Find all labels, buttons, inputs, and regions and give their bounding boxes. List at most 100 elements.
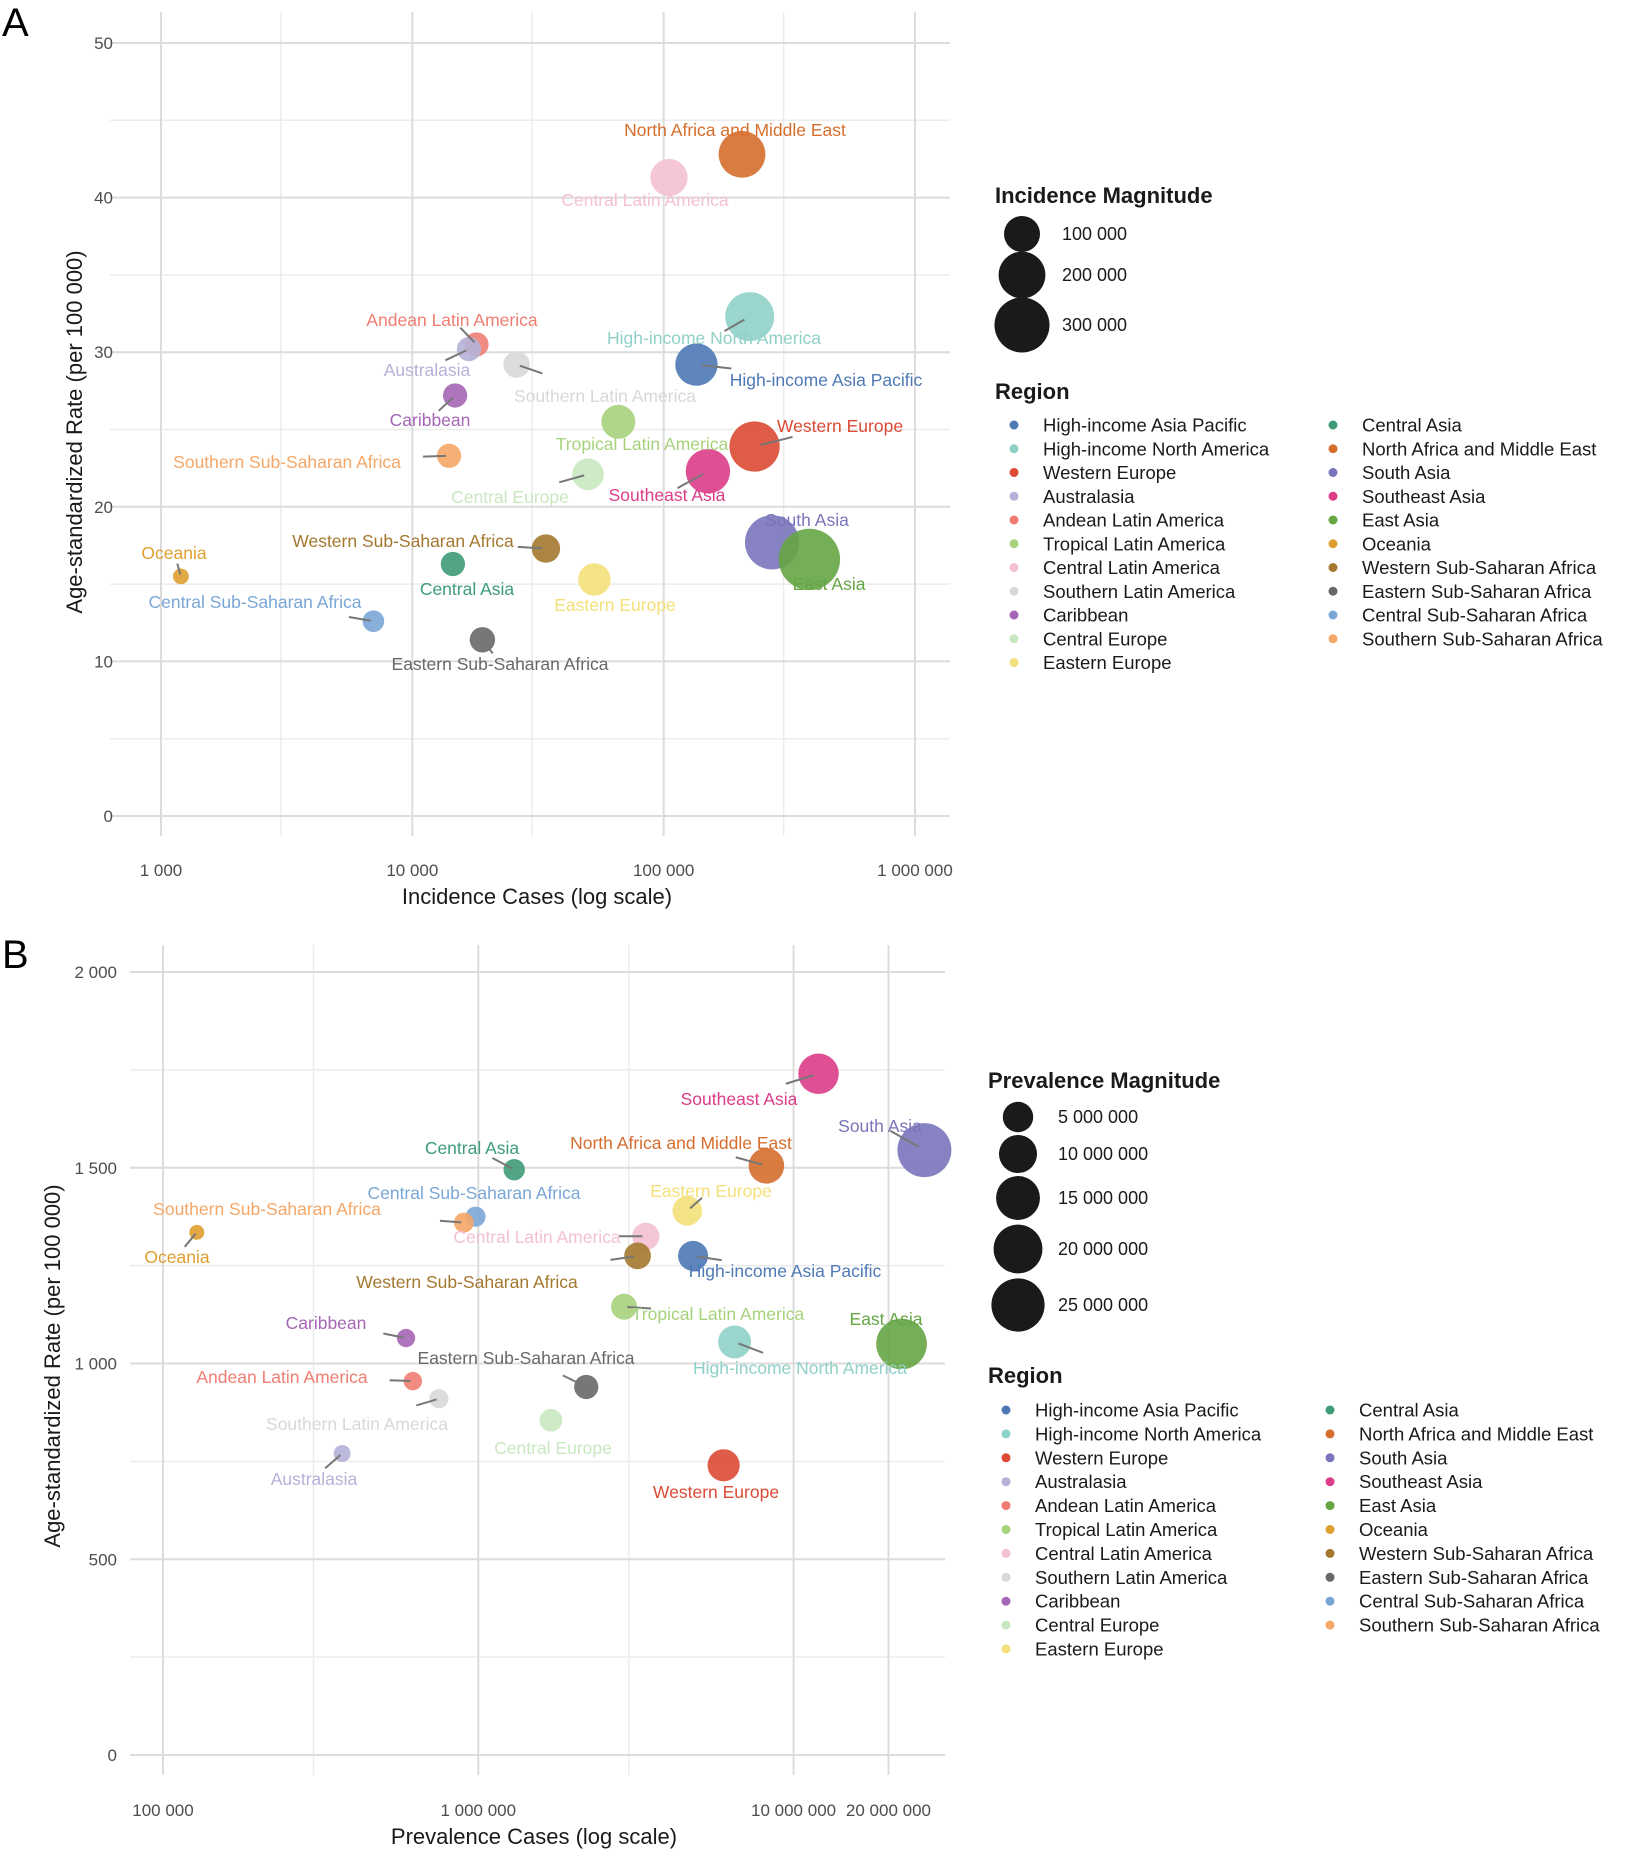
panel-b-point-central-asia (503, 1159, 525, 1181)
panel-a-y-tick-label: 0 (104, 807, 113, 826)
panel-b-point-east-asia (876, 1318, 927, 1370)
panel-b-x-tick-label: 100 000 (132, 1801, 193, 1820)
panel-a-point-north-africa-and-middle-east (718, 130, 766, 178)
panel-b-leader-high-income-asia-pacific (696, 1255, 722, 1262)
panel-a-legend-key-high-income-north-america (1009, 444, 1019, 454)
panel-b-legend-label-southern-latin-america: Southern Latin America (1035, 1567, 1228, 1588)
panel-b-color-legend-title: Region (988, 1363, 1063, 1388)
panel-a-label-central-latin-america: Central Latin America (561, 190, 729, 210)
panel-b-leader-eastern-sub-saharan-africa (562, 1374, 584, 1387)
panel-b-point-eastern-sub-saharan-africa (574, 1374, 599, 1400)
panel-a-grid: 1 000 10 000 100 000 1 000 000 0 10 20 30 40 50 (94, 12, 953, 880)
panel-a-leader-southern-sub-saharan-africa (422, 454, 447, 458)
panel-a-y-axis-title: Age-standardized Rate (per 100 000) (62, 250, 87, 613)
panel-a-leader-high-income-asia-pacific (701, 364, 732, 370)
panel-b-label-central-asia: Central Asia (425, 1138, 520, 1158)
panel-b-legend-label-andean-latin-america: Andean Latin America (1035, 1495, 1217, 1516)
panel-b-legend-key-andean-latin-america (1001, 1501, 1011, 1511)
panel-b-legend-label-north-africa-and-middle-east: North Africa and Middle East (1359, 1423, 1593, 1444)
panel-b-size-legend-key (998, 1134, 1038, 1174)
panel-a-legend-key-southeast-asia (1328, 491, 1338, 501)
panel-a-label-east-asia: East Asia (793, 574, 866, 594)
panel-a-legend-label-western-sub-saharan-africa: Western Sub-Saharan Africa (1362, 557, 1597, 578)
panel-b-legend-label-south-asia: South Asia (1359, 1447, 1448, 1468)
panel-a-legend-key-east-asia (1328, 515, 1338, 525)
panel-a-point-southern-sub-saharan-africa (436, 443, 462, 468)
panel-b-size-legend-key (991, 1278, 1045, 1332)
panel-b-y-tick-label: 1 000 (74, 1355, 117, 1374)
panel-a-legend-key-western-sub-saharan-africa (1328, 563, 1338, 572)
panel-b-legend-key-southern-latin-america (1001, 1572, 1011, 1582)
panel-b-point-central-europe (539, 1408, 563, 1432)
panel-b-label-eastern-europe: Eastern Europe (650, 1181, 772, 1201)
panel-a-x-tick-label: 1 000 000 (877, 861, 953, 880)
panel-b-label-central-latin-america: Central Latin America (453, 1227, 621, 1247)
panel-a-legend-label-tropical-latin-america: Tropical Latin America (1043, 533, 1226, 554)
panel-a-point-southern-latin-america (503, 351, 530, 378)
panel-a-size-legend-label: 300 000 (1062, 315, 1127, 335)
panel-b-label-central-europe: Central Europe (494, 1438, 612, 1458)
panel-a-leader-western-europe (760, 435, 793, 446)
panel-a-label-western-europe: Western Europe (777, 416, 903, 436)
panel-a-legend-key-tropical-latin-america (1009, 539, 1019, 549)
panel-b-x-tick-label: 10 000 000 (751, 1801, 836, 1820)
panel-b-y-tick-label: 500 (89, 1550, 117, 1569)
panel-b-legend-label-central-europe: Central Europe (1035, 1615, 1159, 1636)
panel-a-label-western-sub-saharan-africa: Western Sub-Saharan Africa (292, 531, 514, 551)
panel-a-label-high-income-north-america: High-income North America (607, 328, 821, 348)
panel-b-leader-tropical-latin-america (627, 1305, 652, 1310)
panel-a-legend-label-high-income-north-america: High-income North America (1043, 438, 1270, 459)
panel-b-leader-lines (183, 1074, 920, 1470)
panel-b-leader-south-asia (889, 1130, 920, 1148)
panel-b-point-high-income-asia-pacific (678, 1240, 709, 1271)
panel-a-point-labels: North Africa and Middle East Central Lati… (141, 120, 922, 674)
panel-a-leader-eastern-sub-saharan-africa (483, 641, 494, 655)
panel-a-legend-label-east-asia: East Asia (1362, 510, 1440, 531)
panel-b: 100 000 1 000 000 10 000 000 20 000 000 0 500… (2, 933, 1600, 1849)
panel-a-legend-label-central-europe: Central Europe (1043, 628, 1167, 649)
panel-b-legend-key-central-latin-america (1001, 1548, 1011, 1558)
panel-b-leader-north-africa-and-middle-east (735, 1156, 763, 1166)
panel-b-size-legend-label: 25 000 000 (1058, 1295, 1148, 1315)
panel-a-legend-key-australasia (1009, 491, 1019, 501)
panel-b-legend-key-southern-sub-saharan-africa (1325, 1620, 1335, 1630)
panel-a-x-axis-title: Incidence Cases (log scale) (402, 884, 672, 909)
panel-a-leader-lines (176, 318, 793, 655)
panel-a-y-tick-label: 10 (94, 652, 113, 671)
panel-a-leader-central-europe (558, 474, 585, 484)
panel-b-legend-label-oceania: Oceania (1359, 1519, 1429, 1540)
panel-a-leader-southeast-asia (677, 473, 704, 490)
panel-a-label-caribbean: Caribbean (390, 410, 471, 430)
panel-a-point-southeast-asia (685, 449, 731, 494)
panel-a-leader-oceania (176, 563, 182, 575)
panel-a-leader-southern-latin-america (519, 364, 543, 375)
panel-a-label-andean-latin-america: Andean Latin America (366, 310, 537, 330)
panel-b-x-tick-label: 1 000 000 (440, 1801, 516, 1820)
panel-b-leader-central-asia (491, 1157, 513, 1170)
panel-a-leader-andean-latin-america (459, 326, 476, 343)
panel-a-leader-australasia (444, 349, 467, 362)
panel-a-label-southern-sub-saharan-africa: Southern Sub-Saharan Africa (173, 452, 401, 472)
panel-b-leader-caribbean (383, 1332, 404, 1339)
panel-b-points (189, 1053, 952, 1482)
panel-a-legend-label-andean-latin-america: Andean Latin America (1043, 510, 1225, 531)
panel-b-label-caribbean: Caribbean (286, 1313, 367, 1333)
panel-a-label-central-europe: Central Europe (451, 487, 569, 507)
panel-b-legend-key-western-sub-saharan-africa (1325, 1548, 1335, 1558)
panel-a-size-legend-key (994, 297, 1050, 353)
panel-b-point-tropical-latin-america (611, 1293, 638, 1320)
panel-a-legend-label-eastern-europe: Eastern Europe (1043, 652, 1172, 673)
panel-b-label-western-sub-saharan-africa: Western Sub-Saharan Africa (356, 1272, 578, 1292)
panel-a-point-eastern-sub-saharan-africa (469, 627, 496, 653)
panel-a-label-southern-latin-america: Southern Latin America (514, 386, 696, 406)
panel-a-size-legend-key (1004, 216, 1040, 252)
panel-a-legend-label-australasia: Australasia (1043, 486, 1135, 507)
panel-b-size-legend-label: 15 000 000 (1058, 1188, 1148, 1208)
panel-a-point-high-income-north-america (725, 292, 775, 342)
panel-b-leader-high-income-north-america (738, 1342, 764, 1354)
panel-b-label-central-sub-saharan-africa: Central Sub-Saharan Africa (367, 1183, 580, 1203)
panel-b-legend-label-central-asia: Central Asia (1359, 1400, 1459, 1421)
panel-b-leader-oceania (183, 1233, 197, 1248)
